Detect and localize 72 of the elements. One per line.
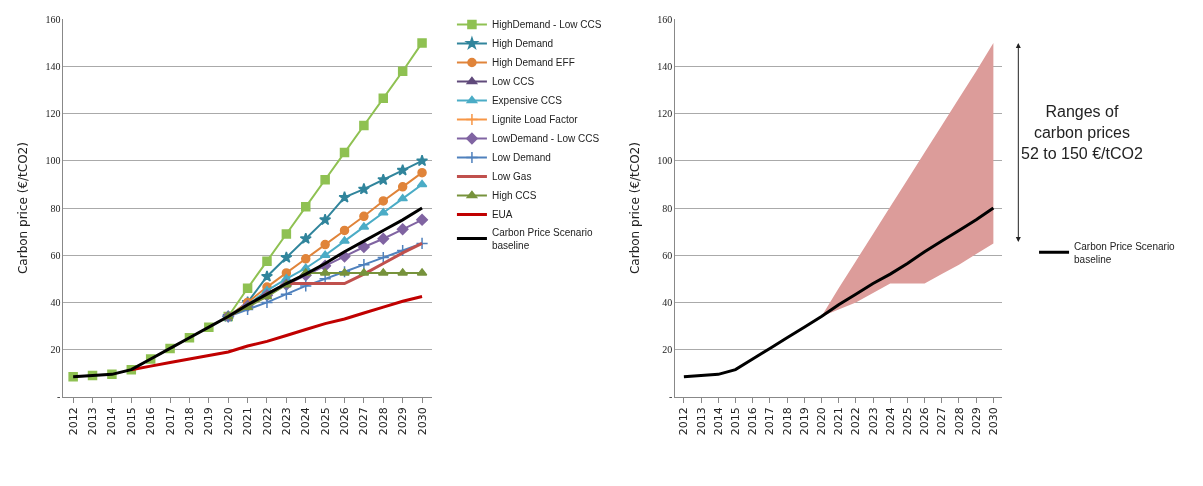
- legend-label: Expensive CCS: [491, 95, 563, 107]
- y-tick-label: 60: [50, 249, 61, 261]
- y-tick-label: -: [57, 391, 61, 403]
- x-tick-label: 2022: [260, 407, 274, 436]
- x-tick-label: 2017: [763, 407, 777, 436]
- x-tick-label: 2013: [86, 407, 100, 436]
- x-tick-label: 2016: [144, 407, 158, 436]
- x-tick-label: 2014: [711, 407, 725, 436]
- x-tick-label: 2026: [918, 407, 932, 436]
- x-tick-label: 2026: [338, 407, 352, 436]
- x-tick-label: 2016: [746, 407, 760, 436]
- x-tick-label: 2012: [677, 407, 691, 436]
- x-tick-label: 2014: [105, 407, 119, 436]
- x-tick-label: 2027: [357, 407, 371, 436]
- x-tick-label: 2028: [376, 407, 390, 436]
- x-tick-label: 2021: [241, 407, 255, 436]
- y-tick-label: 140: [45, 61, 61, 72]
- x-tick-label: 2013: [694, 407, 708, 436]
- text: Ranges of carbon prices 52 to 150 €/tCO2: [1021, 103, 1143, 162]
- x-tick-label: 2024: [883, 407, 897, 436]
- legend-label: High CCS: [491, 190, 537, 202]
- x-tick-label: 2025: [900, 407, 914, 436]
- x-tick-label: 2027: [935, 407, 949, 436]
- legend-label: EUA: [491, 209, 513, 221]
- x-tick-label: 2028: [952, 407, 966, 436]
- y-axis-title: Carbon price (€/tCO2): [627, 142, 642, 275]
- legend-label: Lignite Load Factor: [491, 114, 579, 126]
- y-tick-label: 40: [662, 296, 673, 308]
- legend-label: Low Demand: [491, 152, 551, 164]
- y-tick-label: 120: [657, 108, 673, 120]
- y-tick-label: 60: [662, 249, 673, 261]
- legend-label: Carbon Price Scenario baseline: [1074, 240, 1176, 265]
- legend-label: High Demand: [491, 38, 554, 50]
- y-tick-label: 20: [662, 344, 673, 356]
- y-tick-label: 100: [45, 155, 61, 167]
- legend-label: HighDemand - Low CCS: [491, 19, 602, 31]
- x-tick-label: 2015: [729, 407, 743, 436]
- y-tick-label: 40: [50, 296, 61, 308]
- x-tick-label: 2023: [279, 407, 293, 436]
- x-tick-label: 2020: [815, 407, 829, 436]
- x-tick-label: 2015: [124, 407, 138, 436]
- legend-label: Low CCS: [491, 76, 535, 88]
- legend-label: High Demand EFF: [491, 57, 575, 69]
- x-tick-label: 2023: [866, 407, 880, 436]
- y-axis-title: Carbon price (€/tCO2): [15, 142, 30, 275]
- x-tick-label: 2021: [832, 407, 846, 436]
- y-tick-label: 160: [657, 13, 673, 25]
- y-tick-label: 80: [662, 202, 673, 214]
- x-tick-label: 2025: [318, 407, 332, 436]
- x-tick-label: 2030: [986, 407, 1000, 436]
- x-tick-label: 2018: [183, 407, 197, 436]
- y-tick-label: 100: [657, 155, 673, 167]
- legend-label: LowDemand - Low CCS: [491, 133, 600, 145]
- y-tick-label: 160: [45, 13, 61, 25]
- x-tick-label: 2029: [396, 407, 410, 436]
- legend-label: Carbon Price Scenario baseline: [491, 226, 593, 251]
- x-tick-label: 2022: [849, 407, 863, 436]
- x-tick-label: 2018: [780, 407, 794, 436]
- x-tick-label: 2030: [415, 407, 429, 436]
- x-tick-label: 2029: [969, 407, 983, 436]
- legend-label: Low Gas: [491, 171, 532, 183]
- y-tick-label: 140: [657, 61, 673, 72]
- x-tick-label: 2019: [202, 407, 216, 436]
- y-tick-label: 80: [50, 202, 61, 214]
- y-tick-label: -: [668, 391, 673, 403]
- y-tick-label: 20: [50, 344, 61, 356]
- x-tick-label: 2019: [797, 407, 811, 436]
- x-tick-label: 2020: [221, 407, 235, 436]
- y-tick-label: 120: [45, 108, 61, 120]
- x-tick-label: 2017: [163, 407, 177, 436]
- x-tick-label: 2012: [66, 407, 80, 436]
- x-tick-label: 2024: [299, 407, 313, 436]
